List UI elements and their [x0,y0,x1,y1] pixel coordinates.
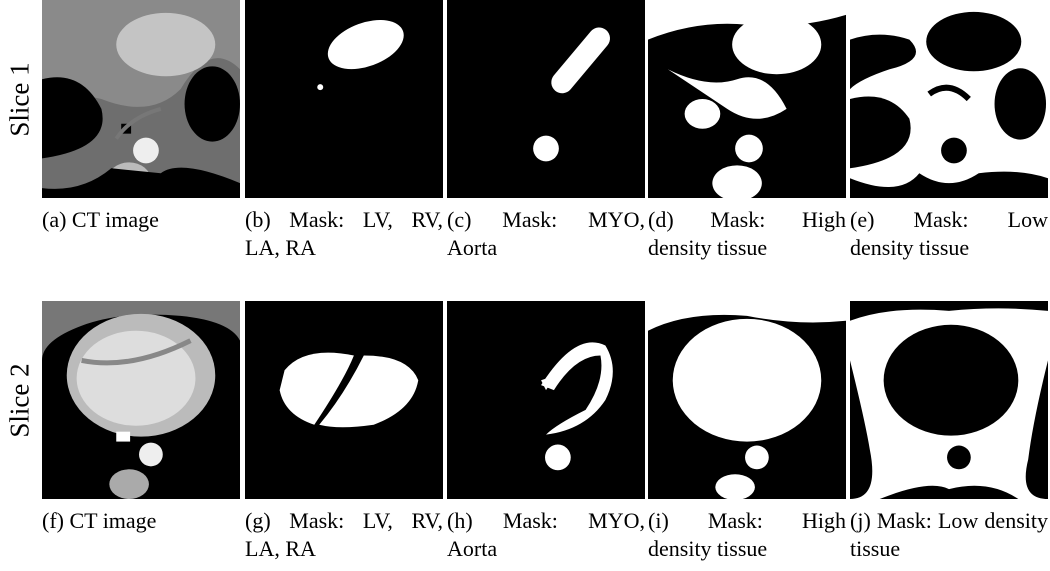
caption: (j) Mask: Low density tissue [850,508,1048,561]
row-label: Slice 1 [0,0,40,198]
panel: (j) Mask: Low density tissue [850,301,1048,563]
scan-image [648,0,846,198]
scan-image [245,0,443,198]
scan-image [245,301,443,499]
row-label-text: Slice 2 [4,362,35,438]
panel: (a) CT image [42,0,240,234]
scan-image [850,0,1048,198]
scan-image [447,301,645,499]
caption: (c) Mask: MYO, Aorta [447,207,645,260]
caption: (f) CT image [42,508,157,533]
caption: (i) Mask: High density tissue [648,508,846,561]
scan-image [850,301,1048,499]
row-label-text: Slice 1 [4,61,35,137]
row-label: Slice 2 [0,301,40,499]
scan-image [42,301,240,499]
caption: (a) CT image [42,207,159,232]
panel: (e) Mask: Low density tissue [850,0,1048,262]
scan-image [42,0,240,198]
scan-image [648,301,846,499]
caption: (e) Mask: Low density tissue [850,207,1048,260]
panel: (d) Mask: High density tissue [648,0,846,262]
caption: (b) Mask: LV, RV, LA, RA [245,207,443,260]
panel: (i) Mask: High density tissue [648,301,846,563]
panel: (h) Mask: MYO, Aorta [447,301,645,563]
caption: (g) Mask: LV, RV, LA, RA [245,508,443,561]
caption: (h) Mask: MYO, Aorta [447,508,645,561]
caption: (d) Mask: High density tissue [648,207,846,260]
panel: (g) Mask: LV, RV, LA, RA [245,301,443,563]
panel: (b) Mask: LV, RV, LA, RA [245,0,443,262]
panel: (c) Mask: MYO, Aorta [447,0,645,262]
panel: (f) CT image [42,301,240,535]
scan-image [447,0,645,198]
